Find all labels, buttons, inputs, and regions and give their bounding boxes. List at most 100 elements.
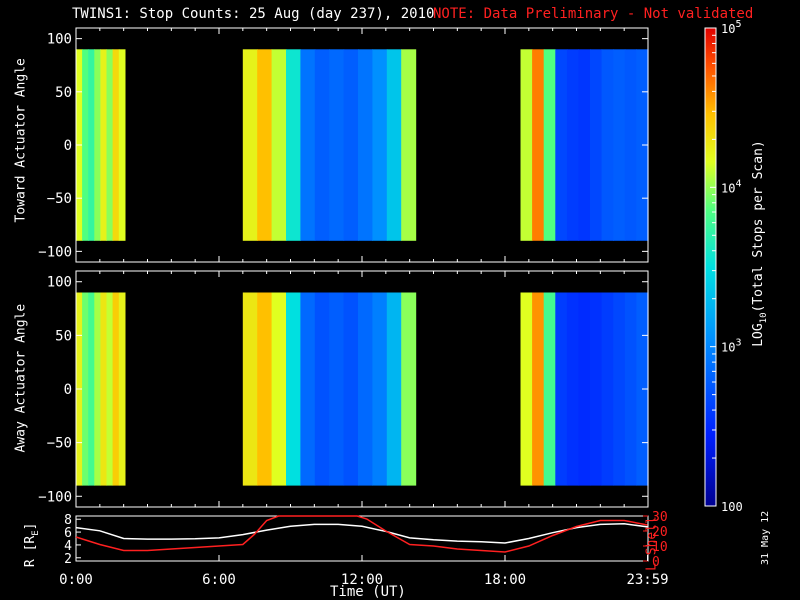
x-tick-label-3: 18:00 <box>484 572 526 588</box>
cbar-tick-label-2: 103 <box>721 338 741 355</box>
heatmap-cell-1-1-1 <box>257 292 273 486</box>
heatmap-cell-1-2-2 <box>543 292 556 486</box>
figure-title: TWINS1: Stop Counts: 25 Aug (day 237), 2… <box>72 6 435 22</box>
heatmap-cell-1-1-6 <box>329 292 345 486</box>
x-tick-label-1: 6:00 <box>202 572 236 588</box>
r-tick-label-1: 6 <box>64 526 72 541</box>
heatmap-cell-0-1-0 <box>242 49 258 241</box>
colorbar-label: LOG10(Total Stops per Scan) <box>751 140 769 347</box>
heatmap-cell-1-2-6 <box>590 292 603 486</box>
cbar-tick-label-1: 104 <box>721 178 741 195</box>
cbar-tick-label-3: 100 <box>721 500 743 514</box>
toward-y-axis-label: Toward Actuator Angle <box>13 58 29 223</box>
heatmap-cell-1-2-8 <box>613 292 626 486</box>
colorbar-label-log: LOG <box>751 323 767 347</box>
heatmap-cell-1-2-3 <box>555 292 568 486</box>
heatmap-cell-0-1-4 <box>300 49 316 241</box>
colorbar-ticks: 105 104 103 100 <box>710 19 743 514</box>
heatmap-cell-1-1-0 <box>242 292 258 486</box>
heatmap-cell-1-1-10 <box>386 292 402 486</box>
heatmap-cell-0-0-5 <box>106 49 114 241</box>
heatmap-cell-0-0-7 <box>118 49 126 241</box>
heatmap-cell-0-1-6 <box>329 49 345 241</box>
lshell-y-axis-label: L Shell <box>644 516 660 571</box>
heatmap-cell-0-2-4 <box>566 49 580 241</box>
heatmap-cell-0-1-2 <box>271 49 287 241</box>
heatmap-cell-1-1-9 <box>372 292 388 486</box>
heatmap-cell-0-2-9 <box>624 49 637 241</box>
heatmap-cell-1-2-1 <box>532 292 545 486</box>
y-tick-label-0-0: 100 <box>47 32 72 48</box>
y-tick-label-0-4: −100 <box>38 244 72 260</box>
time-axis-label: Time (UT) <box>330 584 406 600</box>
heatmap-cell-1-0-5 <box>106 292 114 486</box>
away-y-ticks: 100 50 0 −50 −100 <box>38 271 649 507</box>
y-tick-label-0-2: 0 <box>64 138 72 154</box>
toward-heatmap-layer <box>76 49 649 241</box>
l-tick-label-0: 30 <box>652 510 668 525</box>
radius-y-axis-label: R [RE] <box>23 515 41 575</box>
cbar-tick-label-0: 105 <box>721 19 741 36</box>
heatmap-cell-0-2-6 <box>590 49 603 241</box>
date-stamp: 31 May 12 <box>760 510 771 565</box>
radius-label-text: R [R <box>23 535 39 568</box>
heatmap-cell-1-1-7 <box>343 292 359 486</box>
toward-heatmap-panel: 100 50 0 −50 −100 <box>38 27 649 263</box>
heatmap-cell-0-1-9 <box>372 49 388 241</box>
away-y-axis-label: Away Actuator Angle <box>13 303 29 453</box>
heatmap-cell-0-2-7 <box>601 49 614 241</box>
heatmap-cell-0-0-2 <box>88 49 95 241</box>
x-tick-label-0: 0:00 <box>59 572 93 588</box>
heatmap-cell-1-2-0 <box>520 292 533 486</box>
heatmap-cell-0-2-5 <box>578 49 591 241</box>
heatmap-cell-0-1-5 <box>314 49 330 241</box>
x-tick-label-4: 23:59 <box>626 572 668 588</box>
heatmap-cell-1-0-6 <box>112 292 120 486</box>
heatmap-cell-0-1-8 <box>358 49 373 241</box>
heatmap-cell-0-2-1 <box>532 49 545 241</box>
heatmap-cell-0-1-7 <box>343 49 359 241</box>
cbar-tick-exponent-1: 4 <box>735 178 741 189</box>
r-tick-label-3: 2 <box>64 552 72 567</box>
away-heatmap-layer <box>76 292 649 486</box>
cbar-tick-exponent-2: 3 <box>735 338 741 349</box>
heatmap-cell-1-1-11 <box>401 292 417 486</box>
r-tick-label-0: 8 <box>64 513 72 528</box>
heatmap-cell-0-1-1 <box>257 49 273 241</box>
y-tick-label-1-0: 100 <box>47 275 72 291</box>
l-tick-label-1: 20 <box>652 525 668 540</box>
away-heatmap-panel: 100 50 0 −50 −100 <box>38 270 649 508</box>
heatmap-cell-1-0-3 <box>94 292 101 486</box>
heatmap-cell-1-2-7 <box>601 292 614 486</box>
heatmap-cell-0-2-8 <box>613 49 626 241</box>
heatmap-cell-1-0-4 <box>100 292 108 486</box>
radius-label-end: ] <box>23 522 39 531</box>
r-tick-label-2: 4 <box>64 539 72 554</box>
colorbar-label-sub: 10 <box>758 312 769 324</box>
lshell-series-line <box>75 515 648 553</box>
colorbar: 105 104 103 100 <box>704 19 743 514</box>
heatmap-cell-1-2-4 <box>566 292 580 486</box>
heatmap-cell-0-1-11 <box>401 49 417 241</box>
cbar-tick-exponent-0: 5 <box>735 19 741 30</box>
l-tick-label-3: 0 <box>652 555 660 570</box>
heatmap-cell-1-1-5 <box>314 292 330 486</box>
heatmap-cell-0-2-2 <box>543 49 556 241</box>
y-tick-label-1-2: 0 <box>64 382 72 398</box>
heatmap-cell-1-0-1 <box>82 292 89 486</box>
y-tick-label-1-4: −100 <box>38 489 72 505</box>
l-tick-label-2: 10 <box>652 540 668 555</box>
y-tick-label-1-1: 50 <box>55 328 72 344</box>
heatmap-cell-0-0-6 <box>112 49 120 241</box>
x-tick-label-2: 12:00 <box>341 572 383 588</box>
y-tick-label-1-3: −50 <box>47 436 72 452</box>
preliminary-note: NOTE: Data Preliminary - Not validated <box>433 6 754 22</box>
colorbar-gradient <box>704 27 717 507</box>
heatmap-cell-0-2-3 <box>555 49 568 241</box>
y-tick-label-0-1: 50 <box>55 85 72 101</box>
heatmap-cell-0-1-3 <box>286 49 301 241</box>
heatmap-cell-1-2-9 <box>624 292 637 486</box>
heatmap-cell-0-0-1 <box>82 49 89 241</box>
